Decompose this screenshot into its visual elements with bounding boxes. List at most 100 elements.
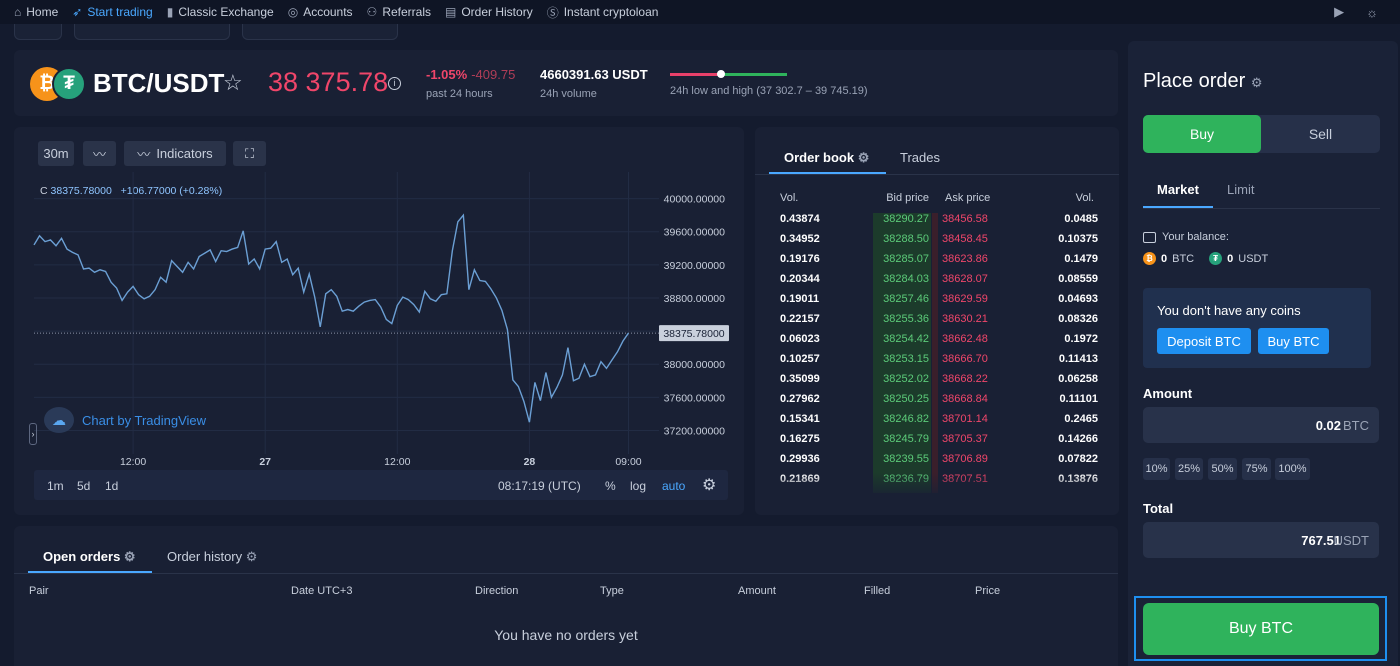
total-unit: USDT bbox=[1333, 533, 1369, 548]
amount-input[interactable]: 0.02 BTC bbox=[1143, 407, 1379, 443]
percent-50-button[interactable]: 50% bbox=[1208, 458, 1237, 480]
divider bbox=[755, 174, 1119, 175]
interval-button[interactable]: 30m bbox=[38, 141, 74, 166]
nav-start-trading[interactable]: ➶ Start trading bbox=[72, 5, 152, 19]
sell-side-button[interactable]: Sell bbox=[1308, 126, 1333, 142]
ask-depth-bar bbox=[932, 433, 938, 453]
tab-order-book[interactable]: Order book ⚙ bbox=[784, 150, 869, 166]
ask-price: 38456.58 bbox=[942, 213, 988, 225]
auto-scale-toggle[interactable]: auto bbox=[662, 479, 686, 493]
range-1d[interactable]: 1d bbox=[105, 479, 119, 493]
orderbook-row[interactable]: 0.20344 38284.03 38628.07 0.08559 bbox=[755, 273, 1119, 293]
ask-volume: 0.1479 bbox=[1064, 253, 1098, 265]
orderbook-row[interactable]: 0.22157 38255.36 38630.21 0.08326 bbox=[755, 313, 1119, 333]
tradingview-watermark[interactable]: ☁ Chart by TradingView bbox=[44, 407, 206, 433]
nav-label: Referrals bbox=[382, 5, 431, 19]
col-amount: Amount bbox=[738, 585, 776, 597]
percent-10-button[interactable]: 10% bbox=[1143, 458, 1170, 480]
bid-depth-bar bbox=[873, 453, 931, 473]
percent-100-button[interactable]: 100% bbox=[1275, 458, 1310, 480]
gear-icon[interactable]: ⚙ bbox=[1250, 75, 1263, 90]
nav-label: Instant cryptoloan bbox=[563, 5, 659, 19]
range-1m[interactable]: 1m bbox=[47, 479, 64, 493]
orderbook-row[interactable]: 0.27962 38250.25 38668.84 0.11101 bbox=[755, 393, 1119, 413]
orderbook-row[interactable]: 0.35099 38252.02 38668.22 0.06258 bbox=[755, 373, 1119, 393]
indicators-button[interactable]: 〰 Indicators bbox=[124, 141, 226, 166]
volume-value: 4660391.63 USDT bbox=[540, 67, 648, 82]
col-bid-price: Bid price bbox=[886, 192, 929, 204]
percent-75-button[interactable]: 75% bbox=[1242, 458, 1271, 480]
nav-instant-cryptoloan[interactable]: Ⓢ Instant cryptoloan bbox=[547, 4, 659, 21]
last-price: 38 375.78 bbox=[268, 67, 389, 97]
tab-trades[interactable]: Trades bbox=[900, 150, 940, 165]
bid-volume: 0.22157 bbox=[780, 313, 820, 325]
tab-market[interactable]: Market bbox=[1157, 182, 1199, 197]
scrolled-card-edge bbox=[74, 24, 230, 40]
nav-referrals[interactable]: ⚇ Referrals bbox=[367, 5, 431, 19]
orderbook-row[interactable]: 0.29936 38239.55 38706.89 0.07822 bbox=[755, 453, 1119, 473]
ask-depth-bar bbox=[932, 213, 938, 233]
gear-icon[interactable]: ⚙ bbox=[245, 549, 258, 564]
ask-price: 38668.22 bbox=[942, 373, 988, 385]
percent-scale-toggle[interactable]: % bbox=[605, 479, 616, 493]
orderbook-row[interactable]: 0.34952 38288.50 38458.45 0.10375 bbox=[755, 233, 1119, 253]
y-tick-label: 39200.00000 bbox=[664, 260, 725, 272]
range-5d[interactable]: 5d bbox=[77, 479, 91, 493]
sun-icon[interactable]: ☼ bbox=[1366, 4, 1378, 20]
bid-price: 38284.03 bbox=[883, 273, 929, 285]
bid-depth-bar bbox=[873, 333, 931, 353]
orderbook-row[interactable]: 0.15341 38246.82 38701.14 0.2465 bbox=[755, 413, 1119, 433]
google-play-icon[interactable]: ▶ bbox=[1334, 4, 1345, 19]
orderbook-row[interactable]: 0.06023 38254.42 38662.48 0.1972 bbox=[755, 333, 1119, 353]
change-percent: -1.05% bbox=[426, 67, 468, 82]
price-chart[interactable]: 40000.00000 39600.00000 39200.00000 38800.0… bbox=[14, 127, 744, 515]
nav-label: Classic Exchange bbox=[178, 5, 274, 19]
users-icon: ⚇ bbox=[366, 5, 378, 19]
col-direction: Direction bbox=[475, 585, 519, 597]
nav-home[interactable]: ⌂ Home bbox=[14, 5, 58, 19]
place-order-title: Place order ⚙ bbox=[1143, 70, 1263, 93]
tab-open-orders[interactable]: Open orders ⚙ bbox=[43, 549, 136, 565]
fullscreen-button[interactable]: ⛶ bbox=[233, 141, 266, 166]
total-input[interactable]: 767.51 USDT bbox=[1143, 522, 1379, 558]
y-tick-label: 40000.00000 bbox=[664, 194, 725, 206]
percent-25-button[interactable]: 25% bbox=[1175, 458, 1203, 480]
orderbook-row[interactable]: 0.10257 38253.15 38666.70 0.11413 bbox=[755, 353, 1119, 373]
ask-volume: 0.10375 bbox=[1058, 233, 1098, 245]
amount-value: 0.02 bbox=[1315, 418, 1341, 433]
bid-volume: 0.20344 bbox=[780, 273, 820, 285]
collapse-toolbar-icon[interactable]: › bbox=[29, 423, 37, 445]
y-tick-label: 37200.00000 bbox=[664, 425, 725, 437]
tab-order-history[interactable]: Order history ⚙ bbox=[167, 549, 257, 565]
favorite-star-icon[interactable]: ☆ bbox=[223, 70, 243, 95]
nav-accounts[interactable]: ◎ Accounts bbox=[288, 5, 353, 19]
ask-depth-bar bbox=[932, 353, 938, 373]
buy-btc-submit-button[interactable]: Buy BTC bbox=[1143, 603, 1379, 655]
orderbook-row[interactable]: 0.16275 38245.79 38705.37 0.14266 bbox=[755, 433, 1119, 453]
buy-side-button[interactable]: Buy bbox=[1143, 115, 1261, 153]
deposit-btc-button[interactable]: Deposit BTC bbox=[1157, 328, 1251, 354]
col-type: Type bbox=[600, 585, 624, 597]
log-scale-toggle[interactable]: log bbox=[630, 479, 647, 493]
ask-volume: 0.04693 bbox=[1058, 293, 1098, 305]
col-filled: Filled bbox=[864, 585, 891, 597]
nav-classic-exchange[interactable]: ▮ Classic Exchange bbox=[167, 5, 274, 19]
total-label: Total bbox=[1143, 501, 1174, 516]
chart-type-button[interactable]: 〰 bbox=[83, 141, 116, 166]
chart-settings-gear-icon[interactable]: ⚙ bbox=[702, 477, 717, 494]
orderbook-row[interactable]: 0.43874 38290.27 38456.58 0.0485 bbox=[755, 213, 1119, 233]
nav-order-history[interactable]: ▤ Order History bbox=[445, 5, 533, 19]
bid-price: 38254.42 bbox=[883, 333, 929, 345]
orderbook-row[interactable]: 0.19176 38285.07 38623.86 0.1479 bbox=[755, 253, 1119, 273]
rocket-icon: ➶ bbox=[72, 5, 83, 19]
indicators-icon: 〰 bbox=[137, 147, 151, 162]
gear-icon[interactable]: ⚙ bbox=[123, 549, 136, 564]
buy-btc-small-button[interactable]: Buy BTC bbox=[1258, 328, 1329, 354]
gear-icon[interactable]: ⚙ bbox=[857, 150, 870, 165]
orderbook-row[interactable]: 0.19011 38257.46 38629.59 0.04693 bbox=[755, 293, 1119, 313]
tab-limit[interactable]: Limit bbox=[1227, 182, 1255, 197]
range-marker bbox=[717, 70, 726, 78]
no-coins-card: You don't have any coins Deposit BTC Buy… bbox=[1143, 288, 1371, 368]
day-range: 24h low and high (37 302.7 – 39 745.19) bbox=[670, 67, 890, 97]
info-icon[interactable]: i bbox=[388, 77, 401, 90]
